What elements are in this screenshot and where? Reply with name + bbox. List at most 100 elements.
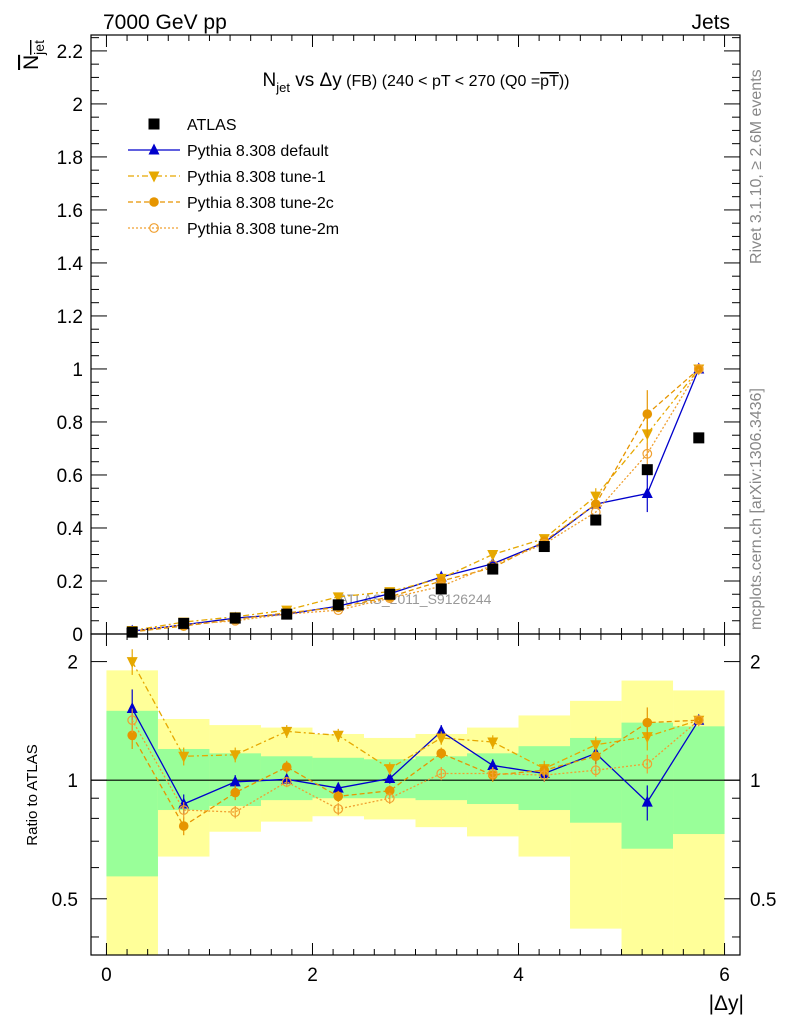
legend-entry-pythia-8-308-tune-2m: Pythia 8.308 tune-2m: [128, 221, 339, 238]
ratio-line-pythia-8-308-tune-2c: [131, 719, 699, 827]
main-y-tick-label: 1.4: [57, 254, 84, 275]
ratio-uncertainty-bands: [91, 670, 740, 955]
svg-text:Njet: Njet: [20, 40, 47, 70]
main-point-atlas-10: [641, 464, 653, 476]
ratio-point-pythia-8-308-tune-1-6: [435, 733, 447, 745]
ratio-point-pythia-8-308-tune-2m-8: [539, 770, 550, 781]
series-pythia-8-308-tune-2c: [127, 364, 704, 836]
ratio-y-tick-label: 2: [67, 653, 78, 674]
ratio-point-pythia-8-308-tune-2c-6: [436, 748, 447, 759]
ratio-point-pythia-8-308-tune-2c-0: [127, 730, 138, 741]
ratio-point-pythia-8-308-tune-2m-5: [384, 793, 395, 804]
ratio-point-pythia-8-308-tune-2m-0: [127, 715, 138, 726]
ratio-point-pythia-8-308-tune-2c-9: [590, 751, 601, 762]
main-point-pythia-8-308-default-10: [641, 487, 653, 499]
main-point-pythia-8-308-tune-2m-10: [642, 448, 653, 459]
legend-label-atlas: ATLAS: [187, 117, 237, 134]
mcplots-label: mcplots.cern.ch [arXiv:1306.3436]: [748, 388, 765, 630]
ratio-point-pythia-8-308-tune-1-4: [332, 730, 344, 742]
ratio-y-tick-label-right: 1: [750, 771, 761, 792]
ratio-line-pythia-8-308-tune-1: [131, 661, 699, 770]
ratio-y-tick-label: 0.5: [52, 890, 78, 911]
main-point-atlas-2: [229, 612, 241, 624]
main-y-tick-label: 0.4: [57, 519, 84, 540]
main-y-tick-label: 0.6: [57, 466, 83, 487]
x-tick-label: 6: [719, 965, 730, 986]
y-axis-label: Njet: [20, 40, 47, 70]
main-point-atlas-8: [538, 541, 550, 553]
legend-marker-atlas: [148, 118, 160, 130]
ratio-y-tick-label-right: 0.5: [750, 890, 776, 911]
ratio-point-pythia-8-308-tune-2m-6: [436, 768, 447, 779]
ratio-point-pythia-8-308-tune-2m-1: [178, 805, 189, 815]
ratio-point-pythia-8-308-tune-1-9: [590, 740, 602, 752]
ratio-point-pythia-8-308-tune-2m-9: [590, 765, 601, 776]
ratio-point-pythia-8-308-default-10: [641, 795, 653, 807]
main-y-tick-label: 1.8: [57, 148, 83, 169]
ratio-y-tick-label: 1: [67, 771, 78, 792]
main-y-tick-label: 0.8: [57, 413, 83, 434]
category-label: Jets: [691, 11, 730, 34]
legend-marker-pythia-8-308-tune-2c: [149, 197, 159, 207]
ratio-point-pythia-8-308-tune-1-0: [126, 657, 138, 669]
ratio-point-pythia-8-308-tune-2c-10: [642, 717, 653, 728]
legend-entry-pythia-8-308-default: Pythia 8.308 default: [128, 143, 329, 160]
main-point-atlas-1: [178, 617, 190, 629]
x-axis-label: |Δy|: [709, 992, 744, 1015]
rivet-label: Rivet 3.1.10, ≥ 2.6M events: [748, 69, 765, 264]
ratio-point-pythia-8-308-tune-1-5: [384, 764, 396, 776]
ratio-point-pythia-8-308-default-0: [126, 702, 138, 714]
ratio-y-tick-label-right: 2: [750, 653, 761, 674]
main-y-tick-label: 1: [72, 360, 83, 381]
main-point-pythia-8-308-tune-2c-6: [436, 576, 447, 586]
main-y-tick-label: 1.2: [57, 307, 83, 328]
main-point-atlas-7: [487, 563, 499, 575]
main-y-tick-label: 0: [72, 625, 83, 646]
main-y-tick-label: 2: [72, 95, 83, 116]
main-line-pythia-8-308-tune-1: [132, 368, 700, 632]
ratio-point-pythia-8-308-tune-2c-5: [384, 785, 395, 796]
legend-entry-pythia-8-308-tune-1: Pythia 8.308 tune-1: [128, 169, 326, 186]
legend-label-pythia-8-308-tune-1: Pythia 8.308 tune-1: [187, 169, 326, 186]
ratio-point-pythia-8-308-tune-2m-3: [281, 777, 292, 787]
main-point-atlas-5: [384, 588, 396, 600]
legend-label-pythia-8-308-tune-2m: Pythia 8.308 tune-2m: [187, 221, 339, 238]
main-point-atlas-9: [590, 514, 602, 526]
analysis-watermark: ATLAS_2011_S9126244: [339, 591, 492, 607]
ratio-point-pythia-8-308-default-6: [435, 724, 447, 736]
main-y-tick-label: 1.6: [57, 201, 83, 222]
ratio-point-pythia-8-308-tune-2m-4: [333, 804, 344, 814]
ratio-point-pythia-8-308-tune-2c-3: [281, 762, 292, 772]
main-point-atlas-0: [126, 626, 138, 638]
main-line-pythia-8-308-tune-2m: [132, 368, 700, 632]
ratio-point-pythia-8-308-tune-2m-11: [693, 715, 704, 726]
main-point-pythia-8-308-tune-1-7: [487, 549, 499, 561]
ratio-point-pythia-8-308-tune-1-7: [487, 737, 499, 749]
ratio-point-pythia-8-308-tune-2c-1: [178, 821, 189, 831]
ratio-point-pythia-8-308-tune-1-3: [281, 726, 293, 738]
x-tick-label: 2: [307, 965, 318, 986]
main-y-tick-label: 2.2: [57, 42, 83, 63]
legend: ATLAS Pythia 8.308 default Pythia 8.308 tu…: [128, 117, 339, 238]
ratio-line-pythia-8-308-default: [131, 708, 700, 805]
main-point-atlas-6: [435, 583, 447, 595]
ratio-axis-label: Ratio to ATLAS: [24, 744, 41, 845]
ratio-point-pythia-8-308-tune-2c-4: [333, 791, 344, 802]
main-point-pythia-8-308-tune-1-4: [332, 592, 344, 604]
main-point-pythia-8-308-tune-2m-11: [693, 364, 704, 374]
ratio-point-pythia-8-308-tune-1-1: [178, 751, 190, 763]
ratio-point-pythia-8-308-default-2: [229, 775, 241, 787]
main-point-pythia-8-308-tune-2c-9: [590, 499, 601, 509]
ratio-point-pythia-8-308-default-4: [332, 781, 344, 793]
plot-title: Njet vs Δy (FB) (240 < pT < 270 (Q0 =pT)…: [262, 70, 569, 95]
legend-marker-pythia-8-308-tune-1: [148, 171, 160, 183]
main-line-pythia-8-308-tune-2c: [132, 368, 700, 633]
legend-label-pythia-8-308-tune-2c: Pythia 8.308 tune-2c: [187, 195, 334, 212]
main-point-pythia-8-308-tune-1-9: [590, 491, 602, 503]
ratio-point-pythia-8-308-default-7: [487, 758, 499, 770]
ratio-point-pythia-8-308-tune-2c-2: [230, 787, 241, 798]
legend-entry-atlas: ATLAS: [148, 117, 237, 134]
ratio-point-pythia-8-308-tune-2m-2: [230, 807, 241, 817]
main-point-atlas-11: [693, 432, 705, 444]
